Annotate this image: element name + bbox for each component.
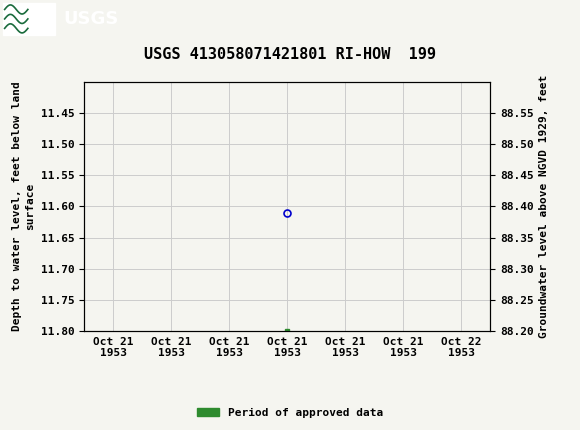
Y-axis label: Groundwater level above NGVD 1929, feet: Groundwater level above NGVD 1929, feet: [539, 75, 549, 338]
FancyBboxPatch shape: [3, 3, 55, 35]
Legend: Period of approved data: Period of approved data: [193, 403, 387, 422]
Text: USGS 413058071421801 RI-HOW  199: USGS 413058071421801 RI-HOW 199: [144, 47, 436, 62]
Text: USGS: USGS: [64, 10, 119, 28]
Y-axis label: Depth to water level, feet below land
surface: Depth to water level, feet below land su…: [12, 82, 35, 331]
